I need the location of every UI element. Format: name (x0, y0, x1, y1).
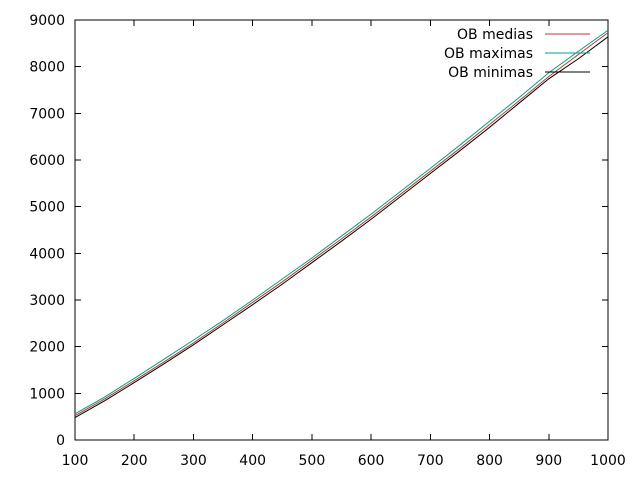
y-tick-label: 4000 (29, 246, 65, 262)
axes: 100 200 300 400 500 600 700 800 900 1000 0 1000 2000… (29, 13, 625, 469)
x-tick-label: 1000 (590, 453, 626, 469)
series-lines (74, 29, 609, 419)
series-line-ob-medias (74, 32, 609, 417)
x-tick-label: 400 (239, 453, 266, 469)
y-tick-label: 7000 (29, 106, 65, 122)
legend-label: OB medias (457, 27, 533, 43)
y-tick-label: 1000 (29, 386, 65, 402)
y-tick-label: 3000 (29, 293, 65, 309)
y-tick-label: 5000 (29, 200, 65, 216)
y-tick-label: 2000 (29, 340, 65, 356)
x-tick-label: 800 (476, 453, 503, 469)
legend: OB medias OB maximas OB minimas (444, 27, 590, 81)
y-tick-label: 0 (56, 433, 65, 449)
plot-frame (74, 19, 609, 441)
y-tick-label: 9000 (29, 13, 65, 29)
x-tick-label: 500 (299, 453, 326, 469)
x-tick-label: 600 (358, 453, 385, 469)
y-tick-label: 8000 (29, 60, 65, 76)
x-tick-label: 900 (535, 453, 562, 469)
legend-label: OB maximas (444, 46, 533, 62)
legend-label: OB minimas (448, 65, 533, 81)
series-line-ob-minimas (74, 36, 609, 419)
x-tick-label: 700 (417, 453, 444, 469)
series-line-ob-maximas (74, 29, 609, 415)
x-tick-label: 100 (62, 453, 89, 469)
x-tick-label: 200 (121, 453, 148, 469)
x-tick-label: 300 (180, 453, 207, 469)
y-tick-label: 6000 (29, 153, 65, 169)
